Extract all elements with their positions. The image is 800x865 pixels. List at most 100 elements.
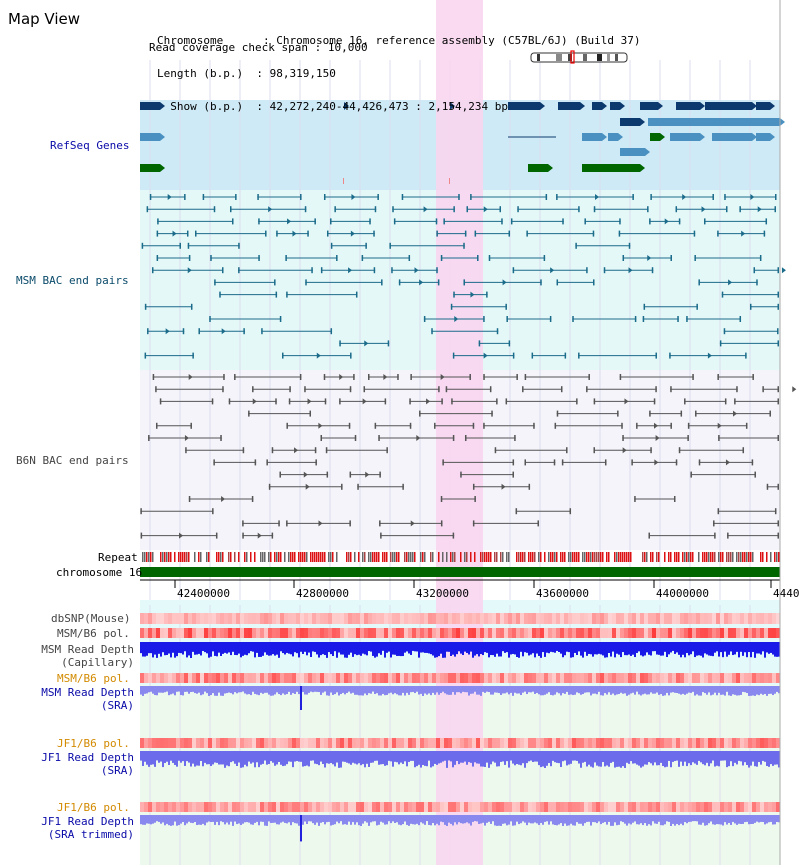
chromosome-ideogram[interactable] (530, 50, 628, 64)
depth-bar (560, 751, 562, 767)
depth-bar (688, 642, 690, 656)
depth-bar (250, 815, 252, 825)
depth-bar (398, 751, 400, 765)
depth-bar (348, 815, 350, 822)
heat-cell (448, 628, 452, 638)
depth-bar (418, 815, 420, 826)
depth-bar (678, 686, 680, 694)
depth-bar (590, 815, 592, 826)
depth-bar (272, 751, 274, 763)
depth-bar (288, 686, 290, 692)
repeat-mark (466, 552, 468, 562)
depth-bar (190, 815, 192, 823)
heat-cell (720, 628, 724, 638)
b6n-bac-pairs-track[interactable] (140, 374, 797, 539)
depth-bar (456, 751, 458, 762)
heat-cell (224, 613, 228, 624)
heat-cell (336, 802, 340, 812)
depth-bar (650, 642, 652, 656)
heat-cell (608, 802, 612, 812)
depth-bar (618, 751, 620, 767)
repeat-mark (528, 552, 530, 562)
depth-bar (632, 751, 634, 764)
depth-bar (700, 686, 702, 696)
msm-bac-pair-end (202, 194, 205, 200)
heat-cell (464, 613, 468, 624)
b6n-bac-pair-end (514, 435, 516, 441)
heat-cell (176, 628, 180, 638)
msm-bac-pair-end (543, 255, 546, 261)
read-depth-tracks[interactable] (140, 642, 780, 842)
depth-bar (222, 751, 224, 765)
repeat-mark (718, 552, 720, 562)
depth-bar (602, 642, 604, 656)
depth-bar (630, 642, 632, 656)
depth-bar (552, 751, 554, 761)
depth-bar (638, 686, 640, 695)
b6n-bac-pair-end (491, 410, 493, 417)
depth-bar (546, 686, 548, 694)
depth-bar (488, 751, 490, 768)
depth-bar (390, 686, 392, 693)
depth-bar (596, 815, 598, 824)
heat-cell (168, 738, 172, 748)
depth-bar (552, 815, 554, 825)
repeat-track[interactable] (142, 552, 780, 562)
msm-bac-pair-end (453, 291, 455, 298)
msm-bac-pairs-track[interactable] (141, 194, 786, 359)
heat-cell (648, 673, 652, 683)
depth-bar (460, 642, 462, 654)
heat-cell (564, 613, 568, 624)
repeat-mark (438, 552, 440, 562)
selection-highlight[interactable] (436, 0, 483, 865)
depth-bar (490, 686, 492, 695)
heat-cell (488, 738, 492, 748)
depth-bar (478, 815, 480, 824)
depth-bar (608, 686, 610, 693)
depth-bar (586, 815, 588, 822)
repeat-mark (678, 552, 680, 562)
polymorphism-heat-tracks[interactable] (140, 613, 780, 812)
b6n-bac-pair-arrow (383, 374, 388, 380)
depth-bar (690, 815, 692, 822)
depth-bar (476, 642, 478, 655)
depth-bar (672, 686, 674, 693)
heat-cell (700, 802, 704, 812)
heat-cell (156, 628, 160, 638)
repeat-mark (706, 552, 708, 562)
heat-cell (248, 628, 252, 638)
heat-cell (548, 738, 552, 748)
b6n-bac-pair-end (762, 386, 764, 393)
depth-bar (702, 686, 704, 693)
heat-cell (284, 673, 288, 683)
heat-cell (484, 738, 488, 748)
depth-bar (392, 815, 394, 822)
heat-cell (408, 613, 412, 624)
msm-bac-pair-end (739, 206, 741, 213)
depth-bar (528, 815, 530, 823)
depth-bar (166, 751, 168, 762)
repeat-mark (560, 552, 562, 562)
depth-bar (226, 686, 228, 694)
repeat-mark (596, 552, 598, 562)
repeat-mark (260, 552, 262, 562)
gene-block (558, 102, 580, 110)
depth-bar (462, 751, 464, 763)
depth-bar (522, 815, 524, 822)
repeat-mark (732, 552, 734, 562)
depth-bar (566, 751, 568, 766)
msm-bac-pair-end (304, 206, 307, 213)
heat-cell (284, 613, 288, 624)
heat-cell (464, 802, 468, 812)
depth-bar (352, 642, 354, 657)
b6n-bac-pair-end (687, 422, 690, 429)
msm-bac-pair-end (257, 194, 259, 200)
depth-bar (240, 642, 242, 658)
heat-cell (676, 738, 680, 748)
depth-bar (382, 642, 384, 651)
heat-cell (352, 613, 356, 624)
depth-bar (442, 686, 444, 692)
refseq-genes-track[interactable] (140, 102, 785, 184)
depth-bar (218, 642, 220, 653)
